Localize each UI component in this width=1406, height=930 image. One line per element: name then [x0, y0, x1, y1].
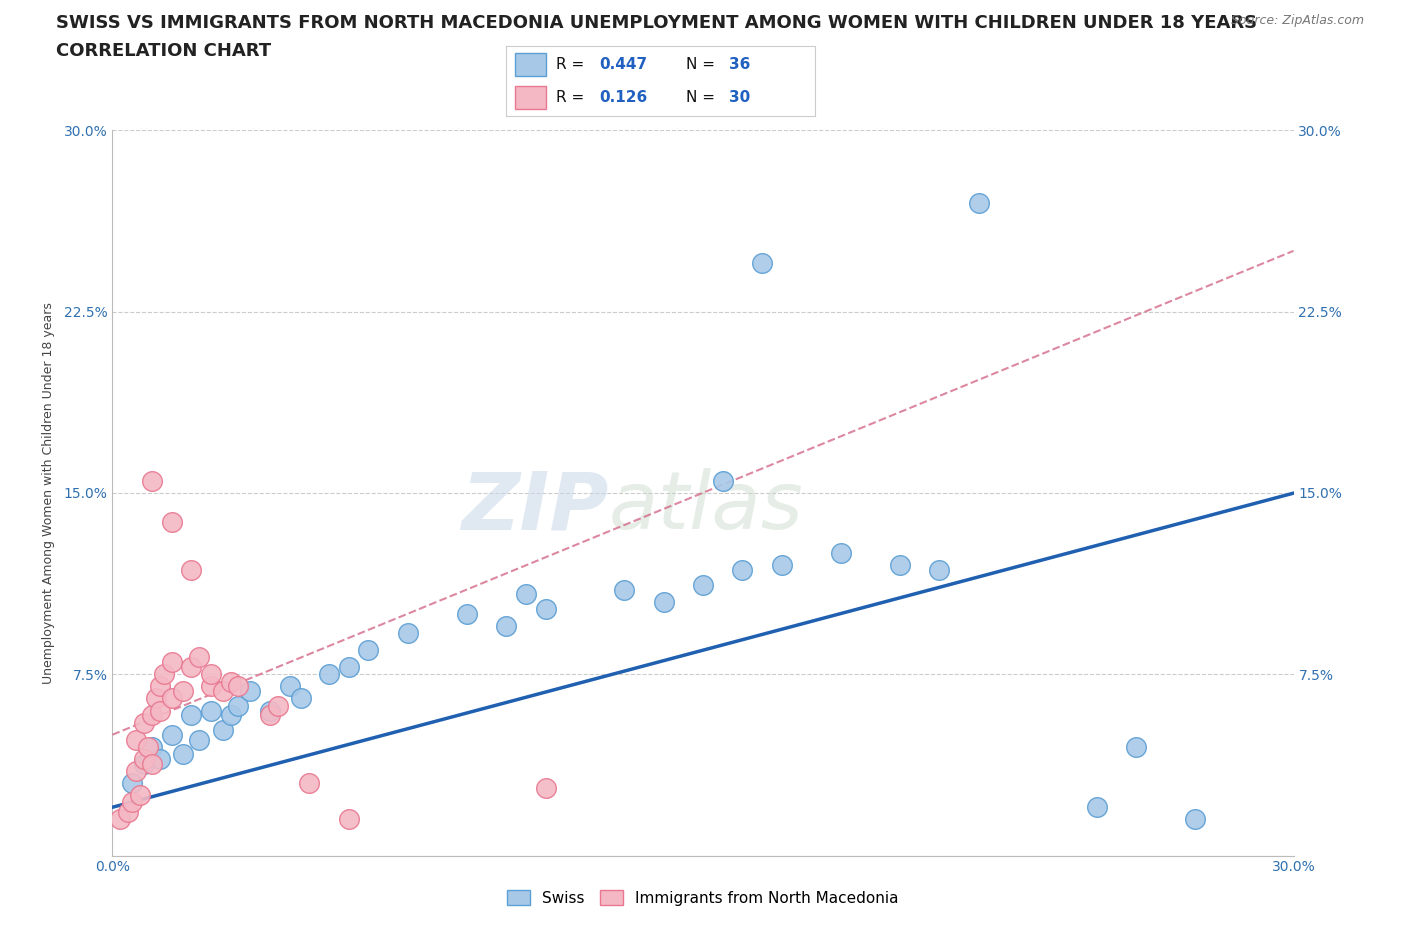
Point	[136, 739, 159, 754]
Point	[145, 691, 167, 706]
Text: Source: ZipAtlas.com: Source: ZipAtlas.com	[1230, 14, 1364, 27]
Point	[259, 708, 281, 723]
Point	[219, 674, 242, 689]
Point	[337, 812, 360, 827]
Point	[515, 587, 537, 602]
Point	[180, 659, 202, 674]
Point	[751, 256, 773, 271]
Text: R =: R =	[555, 58, 589, 73]
Point	[211, 723, 233, 737]
Point	[219, 708, 242, 723]
Point	[652, 594, 675, 609]
Point	[149, 679, 172, 694]
Point	[121, 795, 143, 810]
Point	[298, 776, 321, 790]
Point	[180, 708, 202, 723]
Point	[1184, 812, 1206, 827]
Point	[1085, 800, 1108, 815]
Point	[211, 684, 233, 698]
Text: 0.126: 0.126	[599, 90, 647, 105]
Point	[129, 788, 152, 803]
Point	[267, 698, 290, 713]
Point	[180, 563, 202, 578]
Point	[188, 650, 211, 665]
Point	[160, 691, 183, 706]
Point	[1125, 739, 1147, 754]
Point	[132, 751, 155, 766]
Point	[357, 643, 380, 658]
Point	[160, 514, 183, 529]
Text: 36: 36	[728, 58, 751, 73]
Point	[889, 558, 911, 573]
Point	[259, 703, 281, 718]
Point	[172, 747, 194, 762]
Point	[141, 473, 163, 488]
Point	[160, 655, 183, 670]
Point	[149, 703, 172, 718]
Point	[228, 679, 250, 694]
Point	[239, 684, 262, 698]
Text: ZIP: ZIP	[461, 469, 609, 547]
Point	[456, 606, 478, 621]
Text: 0.447: 0.447	[599, 58, 647, 73]
Text: 30: 30	[728, 90, 751, 105]
Point	[200, 667, 222, 682]
Point	[141, 708, 163, 723]
Point	[290, 691, 312, 706]
Point	[149, 751, 172, 766]
Point	[318, 667, 340, 682]
Text: SWISS VS IMMIGRANTS FROM NORTH MACEDONIA UNEMPLOYMENT AMONG WOMEN WITH CHILDREN : SWISS VS IMMIGRANTS FROM NORTH MACEDONIA…	[56, 14, 1257, 32]
Point	[188, 732, 211, 747]
Legend: Swiss, Immigrants from North Macedonia: Swiss, Immigrants from North Macedonia	[499, 882, 907, 913]
Point	[967, 195, 990, 210]
Bar	[516, 86, 547, 110]
Point	[534, 780, 557, 795]
Point	[160, 727, 183, 742]
Text: R =: R =	[555, 90, 593, 105]
Point	[125, 732, 148, 747]
Point	[770, 558, 793, 573]
Point	[132, 715, 155, 730]
Point	[731, 563, 754, 578]
Point	[495, 618, 517, 633]
Point	[692, 578, 714, 592]
Point	[278, 679, 301, 694]
Point	[337, 659, 360, 674]
Point	[228, 698, 250, 713]
Point	[152, 667, 174, 682]
Point	[711, 473, 734, 488]
Point	[928, 563, 950, 578]
Text: N =: N =	[686, 58, 720, 73]
Text: CORRELATION CHART: CORRELATION CHART	[56, 42, 271, 60]
Text: N =: N =	[686, 90, 720, 105]
Point	[141, 756, 163, 771]
Point	[132, 756, 155, 771]
Point	[117, 804, 139, 819]
Point	[141, 739, 163, 754]
Point	[613, 582, 636, 597]
Y-axis label: Unemployment Among Women with Children Under 18 years: Unemployment Among Women with Children U…	[42, 302, 55, 684]
Point	[172, 684, 194, 698]
Point	[830, 546, 852, 561]
Point	[110, 812, 132, 827]
Point	[200, 703, 222, 718]
Point	[396, 626, 419, 641]
Point	[534, 602, 557, 617]
Point	[200, 679, 222, 694]
Point	[125, 764, 148, 778]
Bar	[516, 53, 547, 76]
Text: atlas: atlas	[609, 469, 803, 547]
Point	[121, 776, 143, 790]
